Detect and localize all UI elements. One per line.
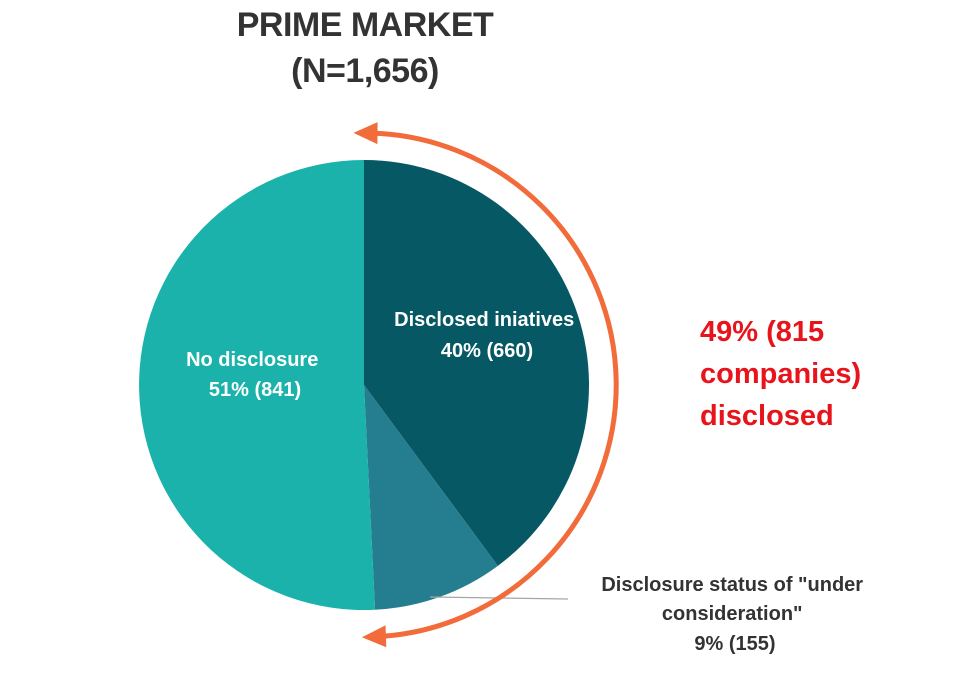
slice-disclosed — [364, 160, 590, 566]
slice-label-under-consideration: Disclosure status of "under consideratio… — [601, 574, 868, 655]
chart-title: PRIME MARKET — [236, 6, 494, 44]
chart-subtitle: (N=1,656) — [291, 52, 439, 90]
disclosed-callout: 49% (815 companies) disclosed — [700, 316, 869, 432]
pie-slices — [139, 160, 590, 610]
disclosed-bracket-arc — [363, 130, 619, 640]
slice-under-consideration — [364, 385, 498, 610]
slice-label-no-disclosure: No disclosure 51% (841) — [186, 349, 324, 401]
slice-label-disclosed: Disclosed iniatives 40% (660) — [394, 309, 580, 362]
arrow-head-top — [353, 122, 378, 145]
arrow-head-bottom — [361, 625, 387, 648]
slice-no-disclosure — [139, 160, 376, 610]
